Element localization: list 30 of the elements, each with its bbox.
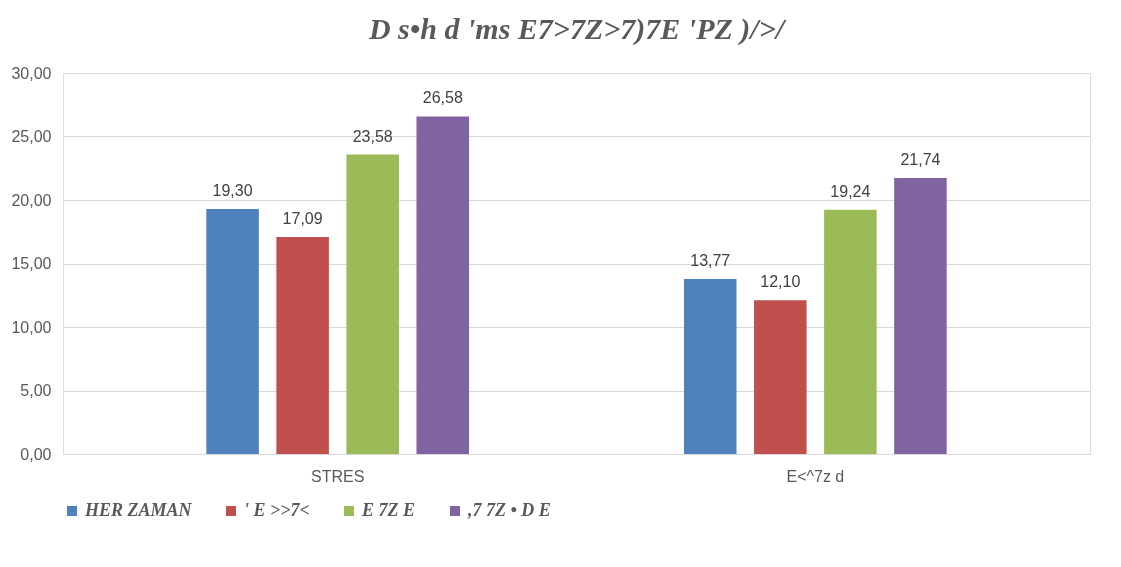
legend-label: E 7Z E <box>361 500 416 520</box>
data-label: 19,30 <box>212 181 253 199</box>
bar <box>206 208 259 454</box>
data-label: 17,09 <box>282 209 323 227</box>
data-label: 13,77 <box>690 252 731 270</box>
y-tick-label: 0,00 <box>20 445 52 463</box>
y-tick-label: 25,00 <box>11 128 52 145</box>
bar <box>754 300 807 454</box>
y-tick-label: 5,00 <box>20 382 52 399</box>
data-label: 21,74 <box>900 150 941 168</box>
bar <box>683 279 737 454</box>
bar <box>276 236 329 454</box>
y-tick-label: 10,00 <box>11 318 52 336</box>
x-tick-label: E<^7z d <box>786 467 845 485</box>
bar <box>824 209 877 454</box>
y-tick-label: 30,00 <box>11 64 52 82</box>
data-label: 23,58 <box>352 127 393 145</box>
chart-title: D s•h d 'ms E7>7Z>7)7E 'PZ )/>/ <box>367 12 787 46</box>
legend-label: ' E >>7< <box>244 500 310 520</box>
data-label: 26,58 <box>422 89 463 107</box>
bar <box>416 116 470 454</box>
data-label: 12,10 <box>760 273 801 291</box>
legend-label: ,7 7Z • D E <box>467 500 551 520</box>
bar <box>894 177 947 454</box>
y-tick-label: 20,00 <box>11 191 52 209</box>
y-tick-label: 15,00 <box>11 255 52 272</box>
bar <box>346 154 399 454</box>
legend-label: HER ZAMAN <box>84 500 193 520</box>
data-label: 19,24 <box>830 182 871 200</box>
x-tick-label: STRES <box>310 467 365 485</box>
